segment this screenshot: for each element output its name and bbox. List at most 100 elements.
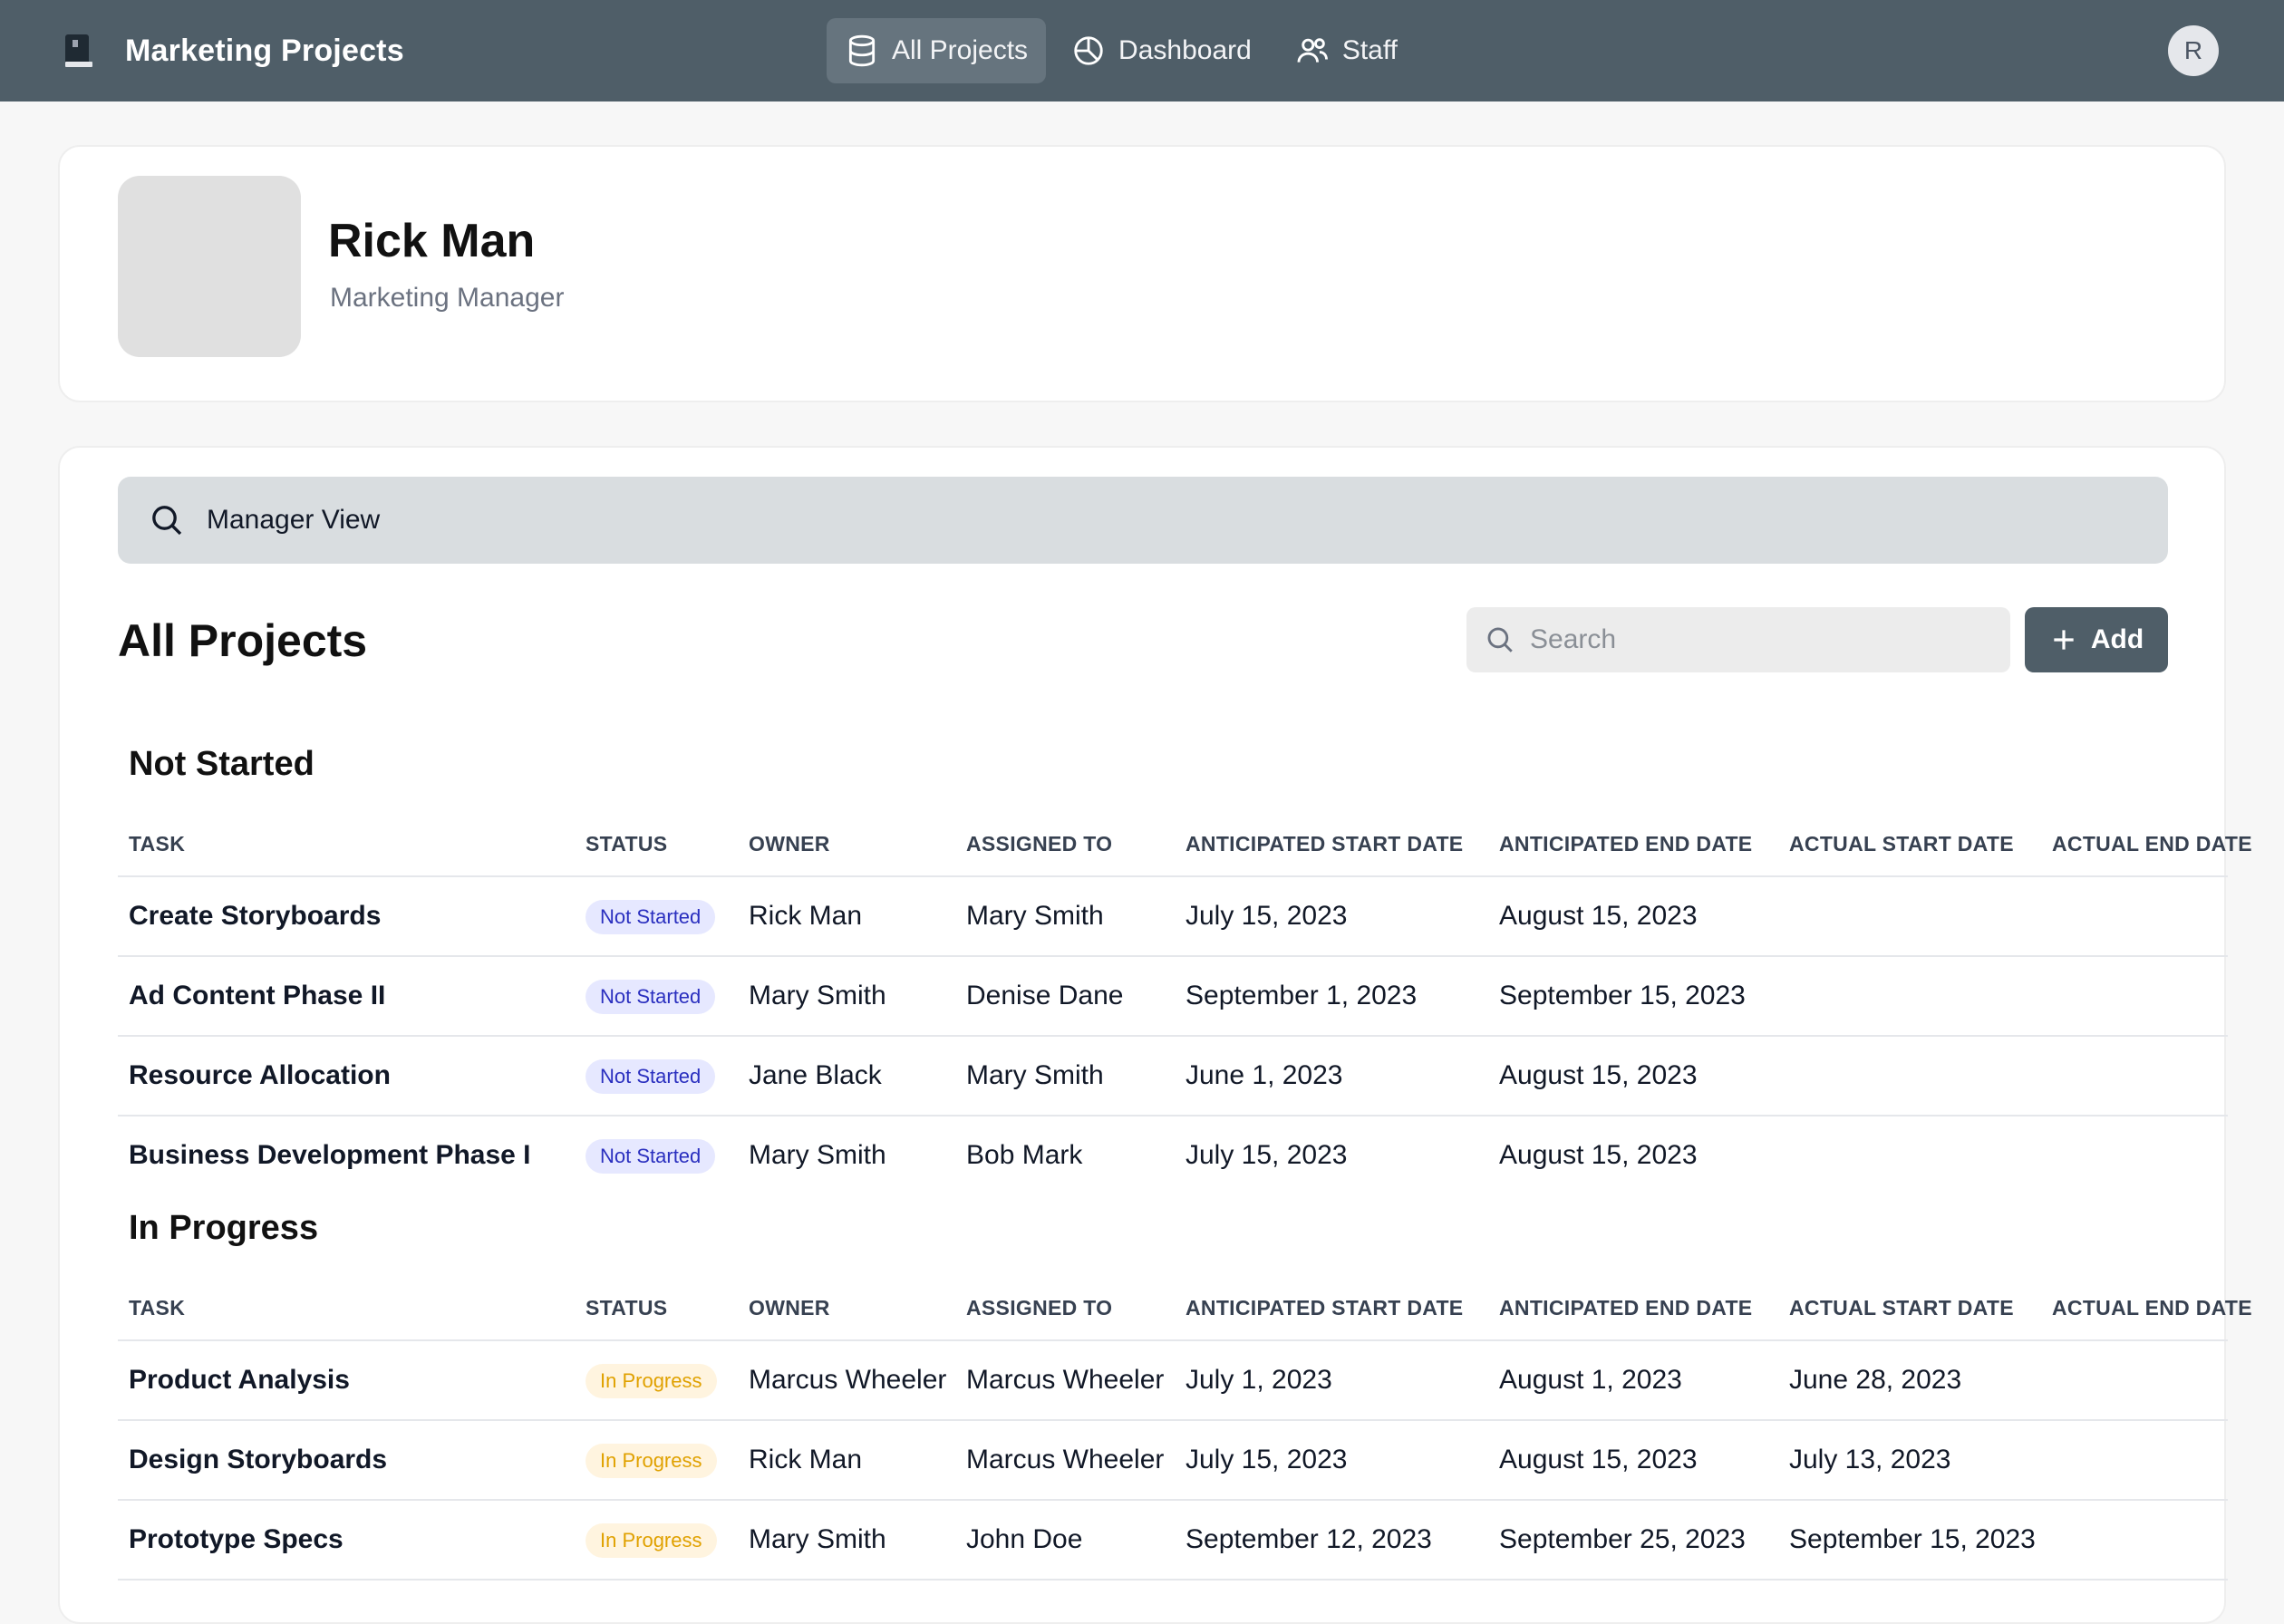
nav-item-all-projects[interactable]: All Projects bbox=[827, 18, 1047, 83]
column-header[interactable]: TASK bbox=[129, 832, 186, 856]
status-badge: In Progress bbox=[586, 1523, 717, 1558]
app-title: Marketing Projects bbox=[125, 33, 404, 68]
anticipated-end-cell: September 15, 2023 bbox=[1499, 981, 1746, 1010]
profile-photo bbox=[118, 176, 301, 357]
table-row[interactable]: Design Storyboards In Progress Rick Man … bbox=[118, 1421, 2228, 1501]
anticipated-end-cell: August 15, 2023 bbox=[1499, 901, 1698, 931]
owner-cell: Mary Smith bbox=[749, 981, 886, 1010]
projects-card: Manager View All Projects Add Not Starte… bbox=[58, 446, 2252, 1624]
column-header[interactable]: ANTICIPATED START DATE bbox=[1186, 832, 1464, 856]
owner-cell: Marcus Wheeler bbox=[749, 1365, 947, 1395]
column-header[interactable]: ASSIGNED TO bbox=[966, 832, 1113, 856]
add-button[interactable]: Add bbox=[2025, 607, 2168, 672]
table-row[interactable]: Product Analysis In Progress Marcus Whee… bbox=[118, 1341, 2228, 1421]
main-nav: All Projects Dashboard Staff bbox=[827, 18, 1423, 83]
column-header[interactable]: ANTICIPATED END DATE bbox=[1499, 1296, 1753, 1320]
owner-cell: Mary Smith bbox=[749, 1140, 886, 1170]
column-header[interactable]: ACTUAL END DATE bbox=[2052, 832, 2252, 856]
table-row[interactable]: Prototype Specs In Progress Mary Smith J… bbox=[118, 1501, 2228, 1580]
owner-cell: Rick Man bbox=[749, 1445, 863, 1474]
status-badge: Not Started bbox=[586, 1059, 716, 1094]
column-header[interactable]: OWNER bbox=[749, 832, 830, 856]
user-avatar[interactable]: R bbox=[2168, 25, 2219, 76]
users-icon bbox=[1297, 38, 1328, 63]
assigned-cell: Bob Mark bbox=[966, 1140, 1083, 1170]
anticipated-start-cell: July 1, 2023 bbox=[1186, 1365, 1332, 1395]
anticipated-start-cell: September 1, 2023 bbox=[1186, 981, 1418, 1010]
column-header[interactable]: ANTICIPATED END DATE bbox=[1499, 832, 1753, 856]
group-title: In Progress bbox=[129, 1209, 319, 1247]
search-box[interactable] bbox=[1466, 607, 2010, 672]
status-badge: In Progress bbox=[586, 1444, 717, 1478]
task-name[interactable]: Create Storyboards bbox=[129, 901, 382, 931]
anticipated-end-cell: August 15, 2023 bbox=[1499, 1140, 1698, 1170]
manager-view-bar[interactable]: Manager View bbox=[118, 477, 2168, 564]
anticipated-start-cell: June 1, 2023 bbox=[1186, 1060, 1343, 1090]
anticipated-start-cell: July 15, 2023 bbox=[1186, 1445, 1348, 1474]
table-row[interactable]: Ad Content Phase II Not Started Mary Smi… bbox=[118, 957, 2228, 1037]
status-badge: Not Started bbox=[586, 980, 716, 1014]
anticipated-start-cell: September 12, 2023 bbox=[1186, 1524, 1432, 1554]
profile-role: Marketing Manager bbox=[330, 283, 565, 313]
status-badge: Not Started bbox=[586, 1139, 716, 1174]
column-header[interactable]: ASSIGNED TO bbox=[966, 1296, 1113, 1320]
status-badge: In Progress bbox=[586, 1364, 717, 1398]
owner-cell: Mary Smith bbox=[749, 1524, 886, 1554]
profile-name: Rick Man bbox=[328, 215, 536, 267]
column-header[interactable]: OWNER bbox=[749, 1296, 830, 1320]
anticipated-end-cell: August 15, 2023 bbox=[1499, 1060, 1698, 1090]
column-header[interactable]: ACTUAL START DATE bbox=[1789, 832, 2014, 856]
owner-cell: Jane Black bbox=[749, 1060, 882, 1090]
nav-item-dashboard[interactable]: Dashboard bbox=[1053, 18, 1270, 83]
table-row[interactable]: Resource Allocation Not Started Jane Bla… bbox=[118, 1037, 2228, 1116]
table-row[interactable]: Business Development Phase I Not Started… bbox=[118, 1116, 2228, 1196]
anticipated-end-cell: August 15, 2023 bbox=[1499, 1445, 1698, 1474]
owner-cell: Rick Man bbox=[749, 901, 863, 931]
pie-chart-icon bbox=[1074, 36, 1103, 65]
brand[interactable]: Marketing Projects bbox=[60, 0, 404, 102]
task-group-not-started: Not Started TASK STATUS OWNER ASSIGNED T… bbox=[118, 745, 2252, 1216]
assigned-cell: Marcus Wheeler bbox=[966, 1445, 1165, 1474]
search-input[interactable] bbox=[1530, 624, 2001, 655]
task-name[interactable]: Product Analysis bbox=[129, 1365, 350, 1395]
add-button-label: Add bbox=[2090, 624, 2144, 654]
section-title: All Projects bbox=[118, 615, 368, 666]
task-name[interactable]: Ad Content Phase II bbox=[129, 981, 386, 1010]
search-icon bbox=[1487, 627, 1513, 652]
column-header[interactable]: ACTUAL START DATE bbox=[1789, 1296, 2014, 1320]
actual-start-cell: September 15, 2023 bbox=[1789, 1524, 2036, 1554]
table-header: TASK STATUS OWNER ASSIGNED TO ANTICIPATE… bbox=[118, 1274, 2252, 1341]
nav-item-staff[interactable]: Staff bbox=[1277, 18, 1416, 83]
assigned-cell: Mary Smith bbox=[966, 1060, 1104, 1090]
column-header[interactable]: ANTICIPATED START DATE bbox=[1186, 1296, 1464, 1320]
manager-view-label: Manager View bbox=[207, 505, 381, 535]
nav-item-label: Dashboard bbox=[1118, 35, 1252, 65]
assigned-cell: John Doe bbox=[966, 1524, 1083, 1554]
column-header[interactable]: STATUS bbox=[586, 832, 668, 856]
task-name[interactable]: Prototype Specs bbox=[129, 1524, 344, 1554]
actual-start-cell: July 13, 2023 bbox=[1789, 1445, 1951, 1474]
column-header[interactable]: STATUS bbox=[586, 1296, 668, 1320]
column-header[interactable]: TASK bbox=[129, 1296, 186, 1320]
task-name[interactable]: Design Storyboards bbox=[129, 1445, 388, 1474]
task-name[interactable]: Resource Allocation bbox=[129, 1060, 391, 1090]
task-group-in-progress: In Progress TASK STATUS OWNER ASSIGNED T… bbox=[118, 1209, 2252, 1608]
plus-icon bbox=[2054, 630, 2074, 650]
table-header: TASK STATUS OWNER ASSIGNED TO ANTICIPATE… bbox=[118, 810, 2252, 877]
anticipated-end-cell: September 25, 2023 bbox=[1499, 1524, 1746, 1554]
top-navigation-bar: Marketing Projects All Projects Dashboar… bbox=[0, 0, 2284, 102]
nav-item-label: All Projects bbox=[892, 35, 1029, 65]
search-icon bbox=[152, 506, 182, 536]
assigned-cell: Marcus Wheeler bbox=[966, 1365, 1165, 1395]
assigned-cell: Mary Smith bbox=[966, 901, 1104, 931]
database-icon bbox=[848, 34, 876, 67]
table-row[interactable]: Create Storyboards Not Started Rick Man … bbox=[118, 877, 2228, 957]
task-name[interactable]: Business Development Phase I bbox=[129, 1140, 531, 1170]
group-title: Not Started bbox=[129, 745, 315, 783]
anticipated-start-cell: July 15, 2023 bbox=[1186, 1140, 1348, 1170]
notebook-icon bbox=[60, 33, 94, 69]
assigned-cell: Denise Dane bbox=[966, 981, 1124, 1010]
profile-card: Rick Man Marketing Manager bbox=[58, 145, 2226, 402]
status-badge: Not Started bbox=[586, 900, 716, 934]
column-header[interactable]: ACTUAL END DATE bbox=[2052, 1296, 2252, 1320]
